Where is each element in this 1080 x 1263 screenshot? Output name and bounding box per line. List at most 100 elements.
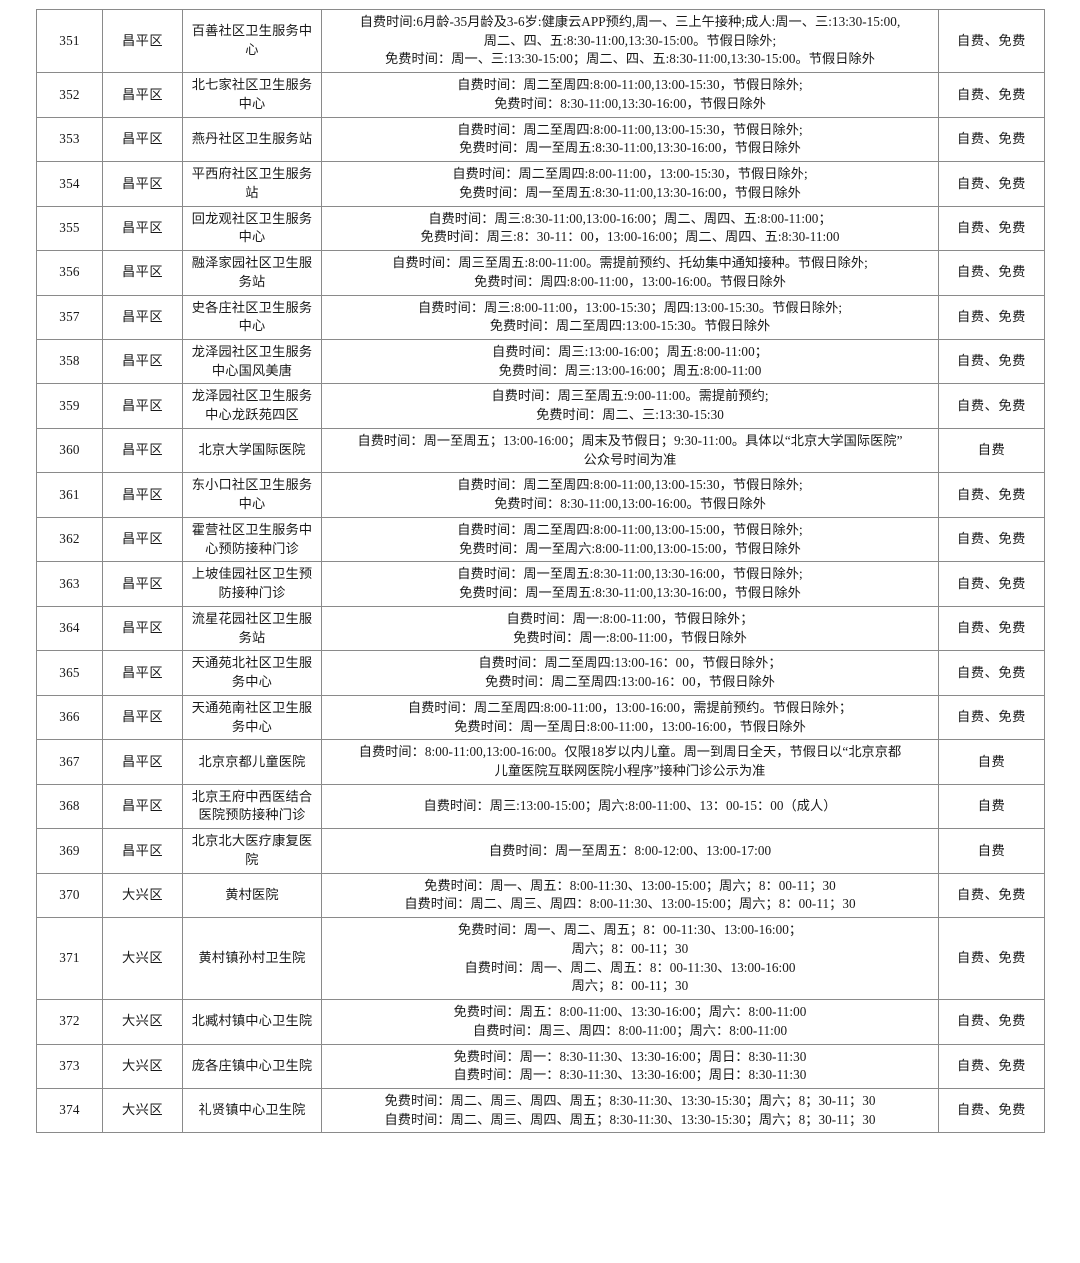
cell-district: 昌平区: [102, 383, 183, 429]
cell-index: 356: [36, 250, 103, 296]
cell-district: 昌平区: [102, 694, 183, 741]
schedule-line: 免费时间：8:30-11:00,13:30-16:00，节假日除外: [494, 95, 766, 111]
cell-index: 357: [36, 294, 103, 341]
table-row: 364 昌平区 流星花园社区卫生服务站 自费时间：周一:8:00-11:00，节假日除…: [36, 605, 1045, 652]
cell-fee-type: 自费、免费: [938, 383, 1045, 429]
cell-schedule: 自费时间：周三:8:30-11:00,13:00-16:00；周二、周四、五:8…: [321, 205, 939, 252]
cell-clinic-name: 天通苑南社区卫生服务中心: [182, 694, 322, 741]
cell-clinic-name: 史各庄社区卫生服务中心: [182, 294, 322, 341]
cell-index: 373: [36, 1043, 103, 1089]
cell-district: 大兴区: [102, 1087, 183, 1134]
cell-clinic-name: 龙泽园社区卫生服务中心龙跃苑四区: [182, 383, 322, 429]
table-row: 373 大兴区 庞各庄镇中心卫生院 免费时间：周一：8:30-11:30、13:30-…: [36, 1043, 1045, 1089]
cell-schedule: 自费时间：周三至周五:9:00-11:00。需提前预约; 免费时间：周二、三:13…: [321, 383, 939, 429]
table-row: 357 昌平区 史各庄社区卫生服务中心 自费时间：周三:8:00-11:00，13:0…: [36, 294, 1045, 341]
cell-district: 大兴区: [102, 999, 183, 1045]
cell-schedule: 自费时间：周三:13:00-15:00；周六:8:00-11:00、13：00-…: [321, 783, 939, 830]
cell-district: 昌平区: [102, 561, 183, 607]
cell-district: 昌平区: [102, 72, 183, 118]
table-row: 353 昌平区 燕丹社区卫生服务站 自费时间：周二至周四:8:00-11:00,13:…: [36, 116, 1045, 163]
cell-clinic-name: 霍营社区卫生服务中心预防接种门诊: [182, 516, 322, 563]
table-row: 366 昌平区 天通苑南社区卫生服务中心 自费时间：周二至周四:8:00-11:00，…: [36, 694, 1045, 741]
cell-clinic-name: 北京京都儿童医院: [182, 739, 322, 785]
schedule-line: 自费时间：周二至周四:8:00-11:00,13:00-15:00，节假日除外;: [457, 521, 803, 537]
table-row: 369 昌平区 北京北大医疗康复医院 自费时间：周一至周五：8:00-12:00、13…: [36, 828, 1045, 874]
cell-index: 367: [36, 739, 103, 785]
schedule-line: 周六；8：00-11；30: [571, 940, 689, 956]
schedule-line: 免费时间：周四:8:00-11:00，13:00-16:00。节假日除外: [474, 273, 786, 289]
cell-index: 361: [36, 472, 103, 518]
cell-district: 昌平区: [102, 427, 183, 474]
schedule-line: 免费时间：周一:8:00-11:00，节假日除外: [513, 629, 747, 645]
cell-schedule: 自费时间：周一至周五：8:00-12:00、13:00-17:00: [321, 828, 939, 874]
cell-index: 352: [36, 72, 103, 118]
cell-index: 369: [36, 828, 103, 874]
cell-fee-type: 自费、免费: [938, 1087, 1045, 1134]
table-row: 351 昌平区 百善社区卫生服务中心 自费时间:6月龄-35月龄及3-6岁:健康云AP…: [36, 8, 1045, 74]
schedule-line: 自费时间：8:00-11:00,13:00-16:00。仅限18岁以内儿童。周一…: [358, 744, 902, 760]
cell-district: 昌平区: [102, 605, 183, 652]
cell-schedule: 免费时间：周一：8:30-11:30、13:30-16:00；周日：8:30-1…: [321, 1043, 939, 1089]
cell-clinic-name: 庞各庄镇中心卫生院: [182, 1043, 322, 1089]
cell-fee-type: 自费、免费: [938, 917, 1045, 1001]
cell-schedule: 自费时间：周一:8:00-11:00，节假日除外； 免费时间：周一:8:00-11…: [321, 605, 939, 652]
cell-fee-type: 自费、免费: [938, 650, 1045, 696]
schedule-line: 自费时间:6月龄-35月龄及3-6岁:健康云APP预约,周一、三上午接种;成人:…: [359, 14, 901, 29]
schedule-line: 自费时间：周二至周四:8:00-11:00，13:00-16:00，需提前预约。…: [407, 699, 853, 715]
cell-fee-type: 自费: [938, 828, 1045, 874]
schedule-line: 自费时间：周一至周五；13:00-16:00；周末及节假日；9:30-11:00…: [357, 432, 903, 448]
table-row: 372 大兴区 北臧村镇中心卫生院 免费时间：周五：8:00-11:00、13:30-…: [36, 999, 1045, 1045]
table-row: 365 昌平区 天通苑北社区卫生服务中心 自费时间：周二至周四:13:00-16：00…: [36, 650, 1045, 696]
cell-schedule: 自费时间：周一至周五:8:30-11:00,13:30-16:00，节假日除外;…: [321, 561, 939, 607]
cell-index: 351: [36, 8, 103, 74]
schedule-line: 免费时间：周一、三:13:30-15:00；周二、四、五:8:30-11:00,…: [385, 51, 875, 67]
schedule-line: 免费时间：周一至周六:8:00-11:00,13:00-15:00，节假日除外: [459, 540, 801, 556]
schedule-line: 自费时间：周三:8:00-11:00，13:00-15:30；周四:13:00-…: [417, 299, 843, 315]
schedule-line: 自费时间：周一至周五：8:00-12:00、13:00-17:00: [488, 842, 772, 858]
cell-fee-type: 自费: [938, 427, 1045, 474]
cell-district: 昌平区: [102, 739, 183, 785]
cell-district: 昌平区: [102, 116, 183, 163]
schedule-line: 免费时间：周一、周二、周五；8：00-11:30、13:00-16:00；: [457, 922, 803, 938]
cell-schedule: 自费时间：周二至周四:8:00-11:00,13:00-15:30，节假日除外;…: [321, 72, 939, 118]
schedule-line: 公众号时间为准: [583, 451, 677, 467]
schedule-line: 免费时间：周一至周日:8:00-11:00，13:00-16:00，节假日除外: [454, 718, 806, 734]
cell-district: 昌平区: [102, 650, 183, 696]
cell-clinic-name: 龙泽园社区卫生服务中心国风美唐: [182, 339, 322, 385]
cell-schedule: 自费时间:6月龄-35月龄及3-6岁:健康云APP预约,周一、三上午接种;成人:…: [321, 8, 939, 74]
cell-fee-type: 自费、免费: [938, 605, 1045, 652]
cell-fee-type: 自费、免费: [938, 205, 1045, 252]
cell-clinic-name: 流星花园社区卫生服务站: [182, 605, 322, 652]
cell-index: 355: [36, 205, 103, 252]
schedule-line: 自费时间：周三至周五:8:00-11:00。需提前预约、托幼集中通知接种。节假日…: [392, 255, 868, 271]
cell-clinic-name: 北臧村镇中心卫生院: [182, 999, 322, 1045]
cell-district: 大兴区: [102, 1043, 183, 1089]
schedule-line: 免费时间：周一：8:30-11:30、13:30-16:00；周日：8:30-1…: [453, 1048, 807, 1064]
cell-fee-type: 自费、免费: [938, 339, 1045, 385]
cell-schedule: 自费时间：周二至周四:8:00-11:00,13:00-15:30，节假日除外;…: [321, 472, 939, 518]
cell-schedule: 自费时间：周二至周四:8:00-11:00,13:00-15:30，节假日除外;…: [321, 116, 939, 163]
cell-district: 昌平区: [102, 516, 183, 563]
table-row: 374 大兴区 礼贤镇中心卫生院 免费时间：周二、周三、周四、周五；8:30-11:3…: [36, 1087, 1045, 1134]
cell-index: 359: [36, 383, 103, 429]
schedule-line: 自费时间：周二至周四:8:00-11:00,13:00-15:30，节假日除外;: [457, 477, 803, 493]
schedule-line: 免费时间：周一至周五:8:30-11:00,13:30-16:00，节假日除外: [459, 140, 801, 156]
table-row: 361 昌平区 东小口社区卫生服务中心 自费时间：周二至周四:8:00-11:00,1…: [36, 472, 1045, 518]
schedule-line: 免费时间：周二、周三、周四、周五；8:30-11:30、13:30-15:30；…: [384, 1092, 876, 1108]
cell-schedule: 免费时间：周五：8:00-11:00、13:30-16:00；周六：8:00-1…: [321, 999, 939, 1045]
schedule-line: 自费时间：周三:13:00-15:00；周六:8:00-11:00、13：00-…: [423, 798, 837, 814]
schedule-line: 自费时间：周一：8:30-11:30、13:30-16:00；周日：8:30-1…: [453, 1067, 807, 1083]
cell-index: 360: [36, 427, 103, 474]
cell-fee-type: 自费、免费: [938, 250, 1045, 296]
table-row: 368 昌平区 北京王府中西医结合医院预防接种门诊 自费时间：周三:13:00-15:…: [36, 783, 1045, 830]
cell-fee-type: 自费、免费: [938, 999, 1045, 1045]
cell-schedule: 免费时间：周二、周三、周四、周五；8:30-11:30、13:30-15:30；…: [321, 1087, 939, 1134]
schedule-line: 免费时间：周三:13:00-16:00；周五:8:00-11:00: [498, 362, 762, 378]
cell-fee-type: 自费: [938, 739, 1045, 785]
cell-fee-type: 自费、免费: [938, 472, 1045, 518]
schedule-line: 周六；8：00-11；30: [571, 978, 689, 994]
cell-district: 昌平区: [102, 783, 183, 830]
schedule-line: 自费时间：周二至周四:8:00-11:00,13:00-15:30，节假日除外;: [457, 77, 803, 93]
cell-clinic-name: 天通苑北社区卫生服务中心: [182, 650, 322, 696]
cell-index: 365: [36, 650, 103, 696]
